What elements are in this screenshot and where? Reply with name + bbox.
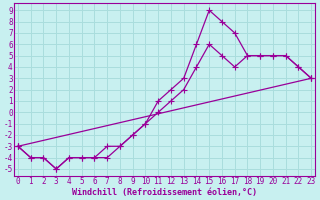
X-axis label: Windchill (Refroidissement éolien,°C): Windchill (Refroidissement éolien,°C) bbox=[72, 188, 257, 197]
